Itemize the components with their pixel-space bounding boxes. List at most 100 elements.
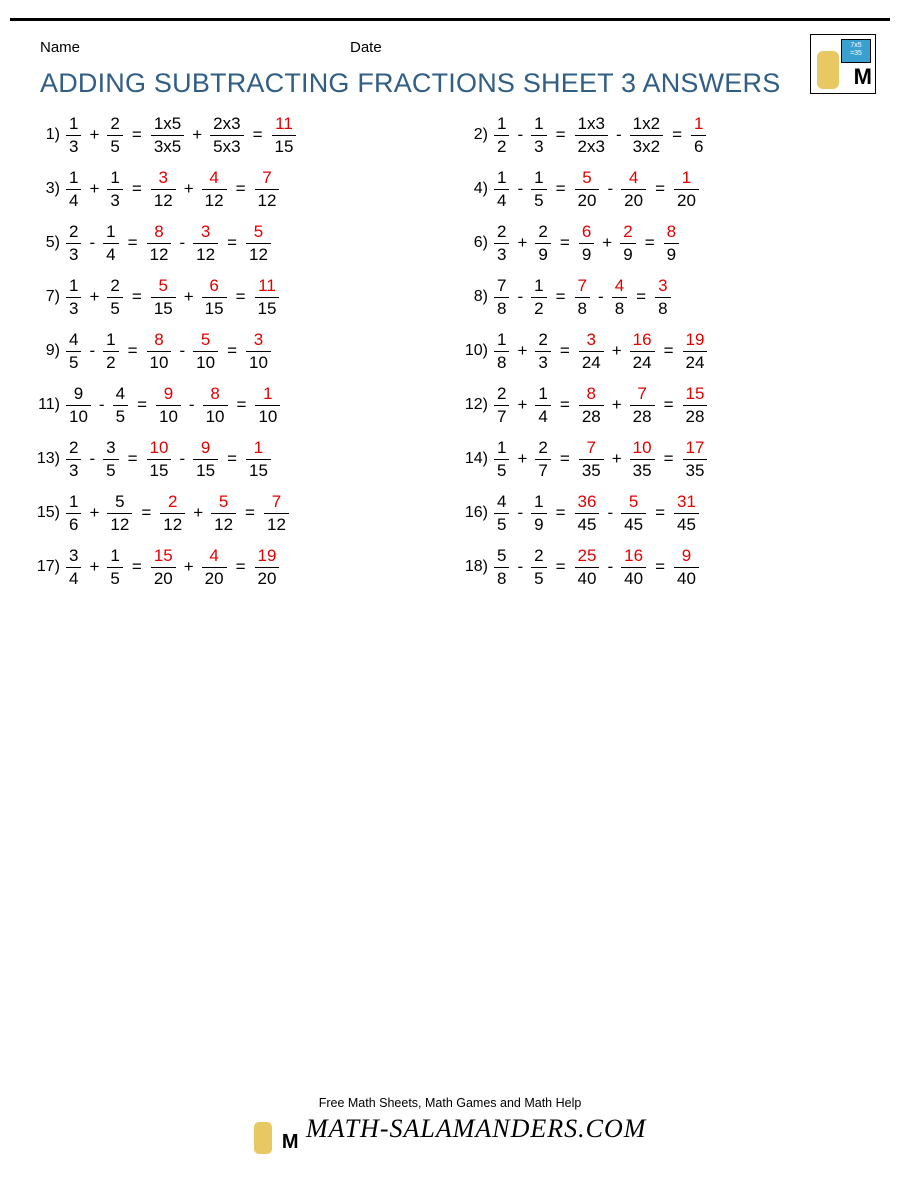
numerator: 4 <box>494 492 509 513</box>
operator: - <box>183 395 201 415</box>
denominator: 15 <box>193 459 218 481</box>
numerator: 5 <box>211 492 236 513</box>
problem: 1) 1 3 + 2 5 = 1x5 3x5 + 2x3 5x3 = 11 15 <box>34 111 462 159</box>
operator: - <box>592 287 610 307</box>
fraction: 7 12 <box>255 168 280 210</box>
operator: + <box>83 557 105 577</box>
fraction: 10 15 <box>147 438 172 480</box>
operator: - <box>610 125 628 145</box>
numerator: 6 <box>202 276 227 297</box>
numerator: 1 <box>246 438 271 459</box>
problem: 17) 3 4 + 1 5 = 15 20 + 4 20 = 19 20 <box>34 543 462 591</box>
fraction: 3 5 <box>103 438 118 480</box>
problem-row: 11) 9 10 - 4 5 = 9 10 - 8 10 = 1 10 12) … <box>34 381 890 429</box>
numerator: 11 <box>255 276 280 297</box>
problem-number: 17) <box>34 558 64 576</box>
equals: = <box>553 233 577 253</box>
fraction: 3 4 <box>66 546 81 588</box>
numerator: 31 <box>674 492 699 513</box>
fraction: 1x2 3x2 <box>630 114 663 156</box>
fraction: 11 15 <box>272 114 297 156</box>
denominator: 10 <box>193 351 218 373</box>
equals: = <box>648 179 672 199</box>
denominator: 24 <box>630 351 655 373</box>
denominator: 35 <box>683 459 708 481</box>
fraction: 1 2 <box>494 114 509 156</box>
fraction: 1 20 <box>674 168 699 210</box>
operator: + <box>511 341 533 361</box>
fraction: 1 4 <box>494 168 509 210</box>
denominator: 4 <box>103 243 118 265</box>
denominator: 12 <box>264 513 289 535</box>
denominator: 7 <box>494 405 509 427</box>
numerator: 2x3 <box>210 114 243 135</box>
operator: - <box>173 341 191 361</box>
denominator: 20 <box>255 567 280 589</box>
fraction: 1 10 <box>255 384 280 426</box>
operator: - <box>511 179 529 199</box>
denominator: 8 <box>655 297 670 319</box>
numerator: 1x5 <box>151 114 184 135</box>
equals: = <box>229 179 253 199</box>
denominator: 12 <box>246 243 271 265</box>
numerator: 1 <box>66 114 81 135</box>
footer: Free Math Sheets, Math Games and Math He… <box>0 1096 900 1154</box>
fraction: 1 5 <box>531 168 546 210</box>
denominator: 9 <box>535 243 550 265</box>
salamander-logo-icon: 7x5 =35 M <box>810 34 876 94</box>
numerator: 6 <box>579 222 594 243</box>
problem-row: 17) 3 4 + 1 5 = 15 20 + 4 20 = 19 20 18)… <box>34 543 890 591</box>
denominator: 10 <box>246 351 271 373</box>
problem: 11) 9 10 - 4 5 = 9 10 - 8 10 = 1 10 <box>34 381 462 429</box>
equals: = <box>553 449 577 469</box>
denominator: 3 <box>66 297 81 319</box>
numerator: 15 <box>151 546 176 567</box>
denominator: 3x2 <box>630 135 663 157</box>
denominator: 5 <box>107 135 122 157</box>
problem-number: 11) <box>34 396 64 414</box>
denominator: 5 <box>66 351 81 373</box>
numerator: 8 <box>147 330 172 351</box>
problem-row: 13) 2 3 - 3 5 = 10 15 - 9 15 = 1 15 14) … <box>34 435 890 483</box>
numerator: 10 <box>147 438 172 459</box>
problem-number: 12) <box>462 396 492 414</box>
fraction: 8 12 <box>147 222 172 264</box>
denominator: 8 <box>494 567 509 589</box>
fraction: 16 24 <box>630 330 655 372</box>
numerator: 3 <box>246 330 271 351</box>
equals: = <box>657 449 681 469</box>
fraction: 19 24 <box>683 330 708 372</box>
operator: + <box>187 503 209 523</box>
denominator: 15 <box>255 297 280 319</box>
denominator: 10 <box>156 405 181 427</box>
operator: + <box>83 503 105 523</box>
denominator: 35 <box>579 459 604 481</box>
fraction: 2 12 <box>160 492 185 534</box>
fraction: 16 40 <box>621 546 646 588</box>
denominator: 40 <box>621 567 646 589</box>
numerator: 2 <box>160 492 185 513</box>
numerator: 1 <box>494 114 509 135</box>
equals: = <box>665 125 689 145</box>
operator: - <box>173 233 191 253</box>
equals: = <box>648 503 672 523</box>
fraction: 2 3 <box>535 330 550 372</box>
operator: + <box>178 179 200 199</box>
fraction: 4 20 <box>202 546 227 588</box>
operator: - <box>83 449 101 469</box>
numerator: 3 <box>66 546 81 567</box>
problem: 7) 1 3 + 2 5 = 5 15 + 6 15 = 11 15 <box>34 273 462 321</box>
fraction: 4 5 <box>113 384 128 426</box>
fraction: 9 10 <box>66 384 91 426</box>
denominator: 10 <box>203 405 228 427</box>
problem: 18) 5 8 - 2 5 = 25 40 - 16 40 = 9 40 <box>462 543 890 591</box>
problem: 14) 1 5 + 2 7 = 7 35 + 10 35 = 17 35 <box>462 435 890 483</box>
denominator: 45 <box>674 513 699 535</box>
numerator: 2 <box>535 330 550 351</box>
numerator: 1x3 <box>575 114 608 135</box>
fraction: 1 4 <box>66 168 81 210</box>
denominator: 3 <box>66 135 81 157</box>
denominator: 5 <box>107 567 122 589</box>
equals: = <box>220 341 244 361</box>
denominator: 20 <box>674 189 699 211</box>
